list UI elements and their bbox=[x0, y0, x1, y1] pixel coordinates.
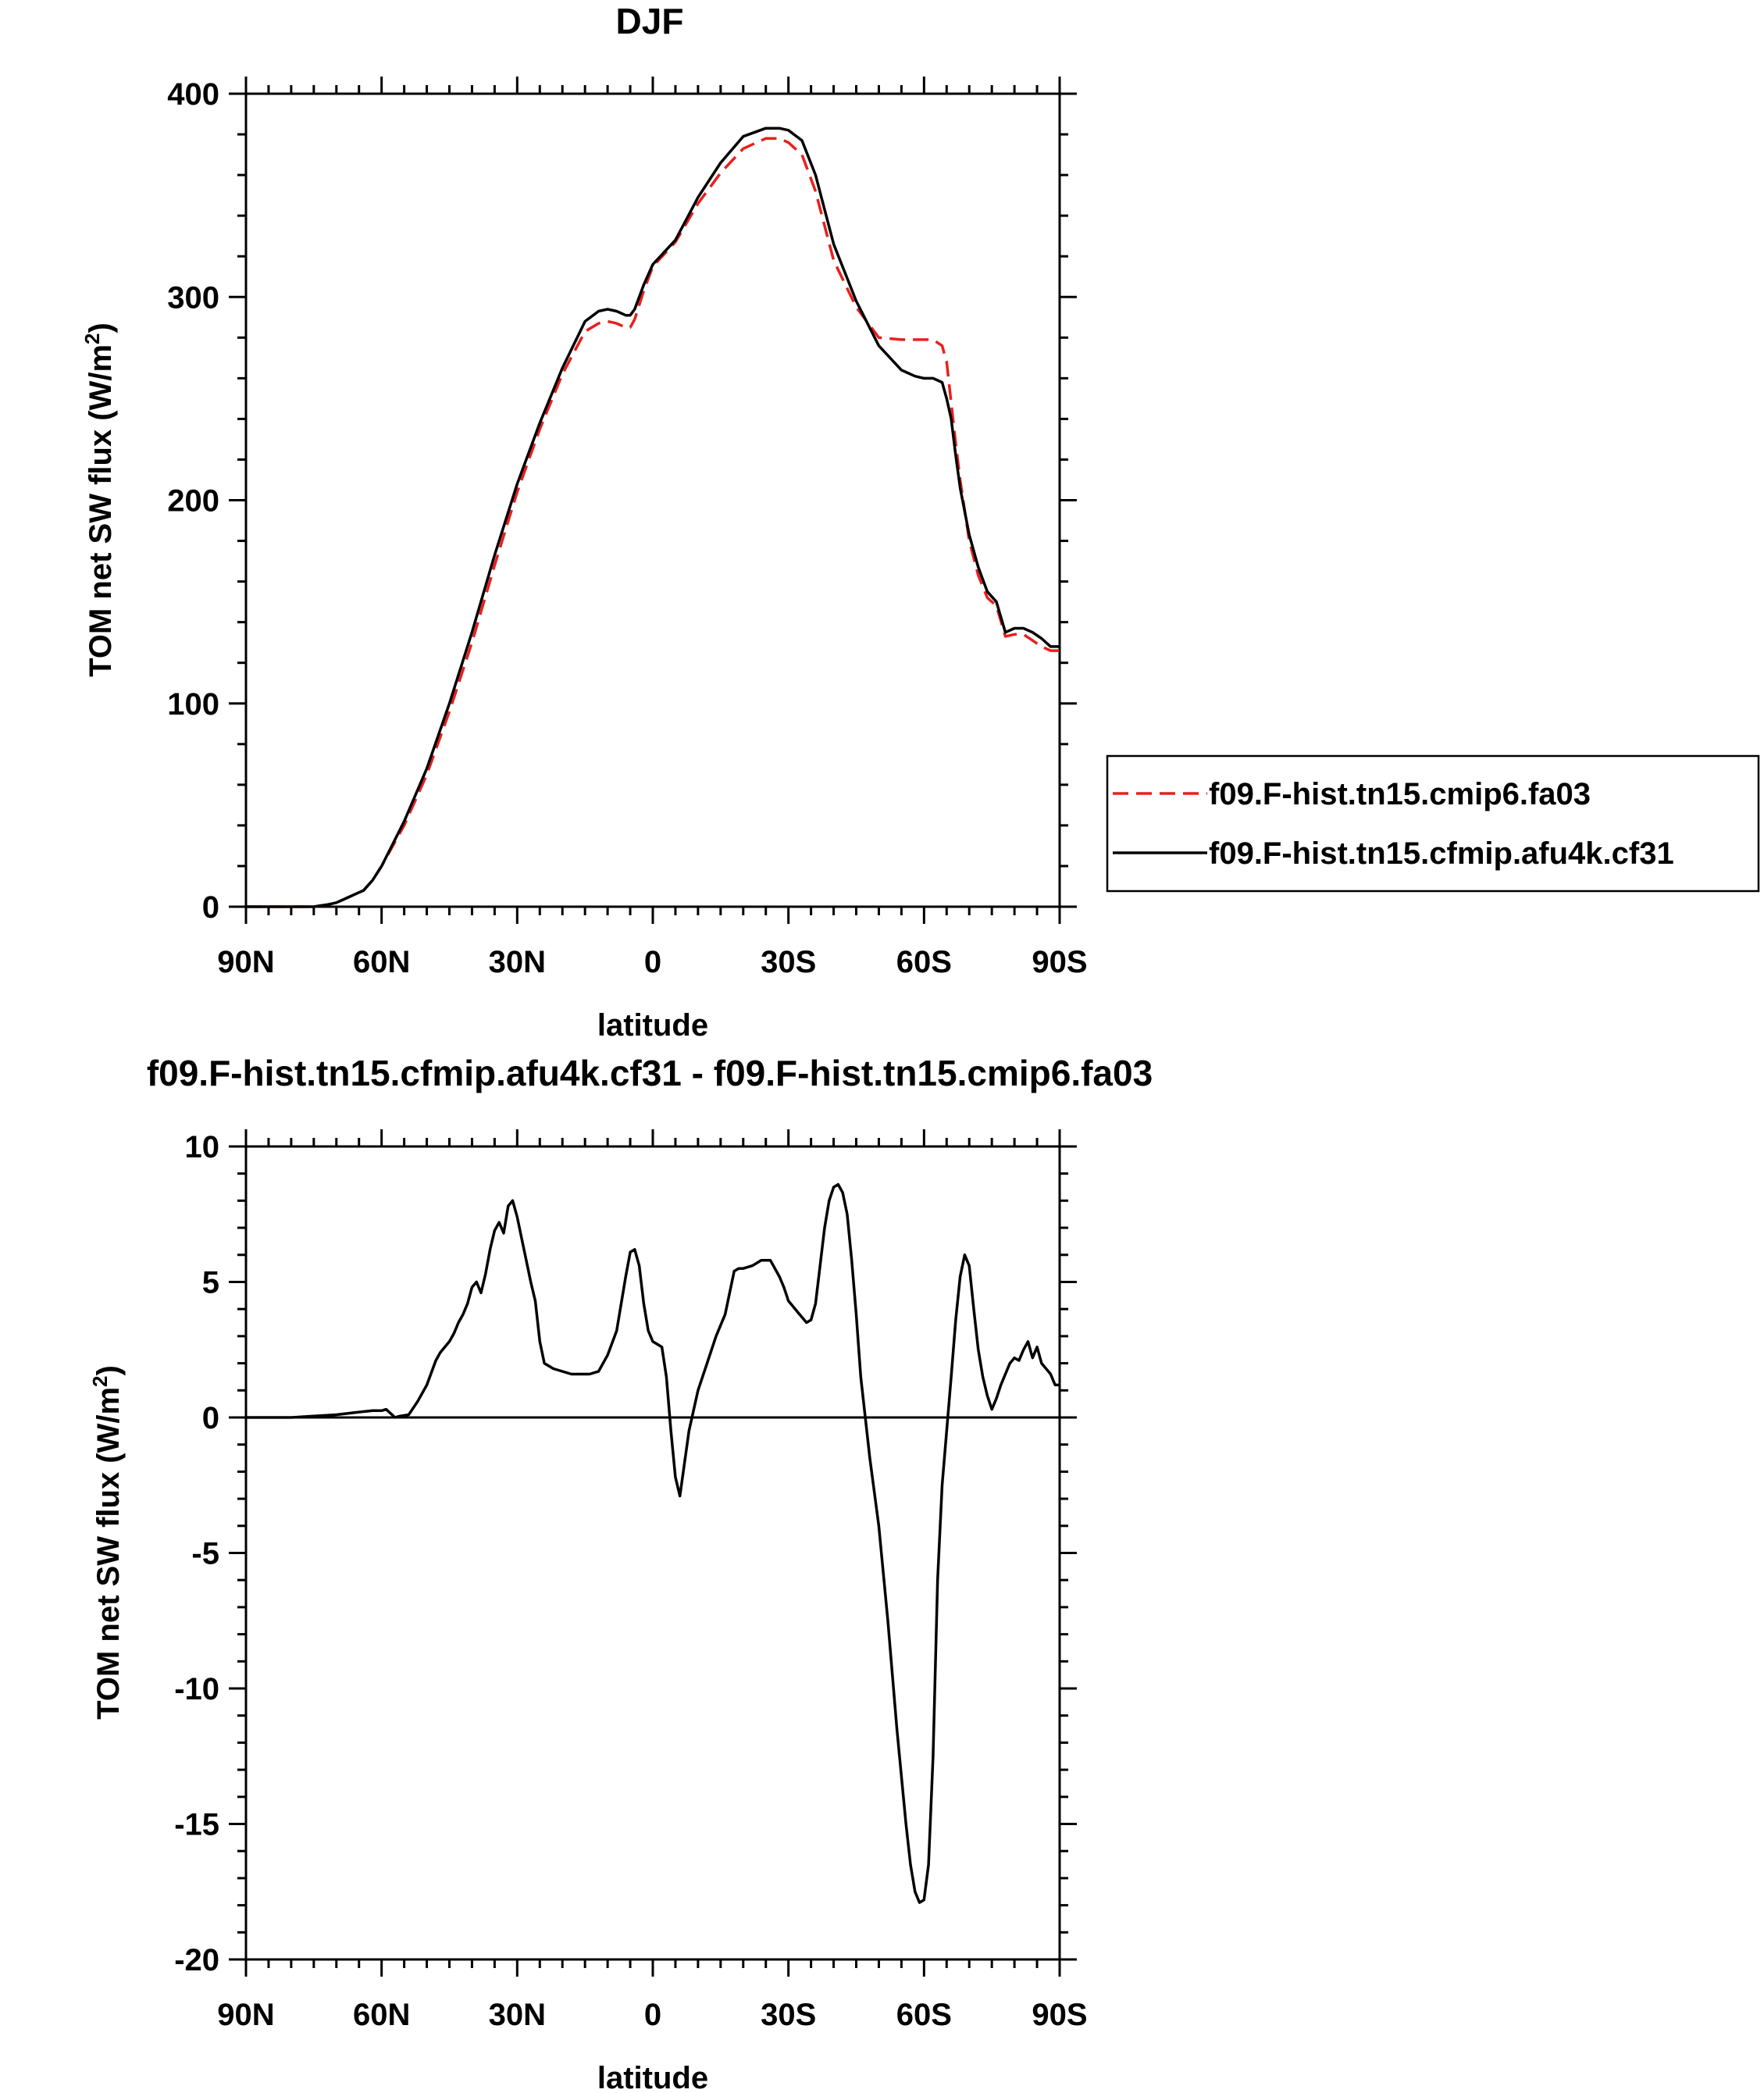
legend-label-cfmip: f09.F-hist.tn15.cfmip.afu4k.cf31 bbox=[1209, 836, 1674, 871]
bottom-x-tick-label: 30N bbox=[489, 1998, 546, 2032]
top-x-tick-label: 0 bbox=[644, 945, 661, 979]
bottom-y-tick-label: -20 bbox=[174, 1943, 219, 1977]
legend: f09.F-hist.tn15.cmip6.fa03 f09.F-hist.tn… bbox=[1106, 754, 1760, 893]
top-y-axis-label-sup: 2 bbox=[80, 333, 104, 344]
bottom-y-axis-label-sup: 2 bbox=[88, 1375, 112, 1386]
top-x-tick-label: 90S bbox=[1032, 945, 1087, 979]
top-plot-area: 90N 60N 30N 0 30S 60S 90S 0 100 200 300 400 bbox=[167, 77, 1088, 979]
top-x-axis-label: latitude bbox=[597, 1008, 708, 1043]
top-series-line-1 bbox=[246, 127, 1060, 908]
bottom-x-axis-label: latitude bbox=[597, 2061, 708, 2093]
top-y-tick-label: 100 bbox=[167, 687, 219, 722]
top-x-tick-label: 90N bbox=[217, 945, 274, 979]
bottom-x-tick-label: 30S bbox=[761, 1998, 816, 2032]
bottom-x-tick-label: 90S bbox=[1032, 1998, 1087, 2032]
top-frame bbox=[244, 92, 1061, 908]
bottom-x-tick-label: 90N bbox=[217, 1998, 274, 2032]
bottom-series-line-0 bbox=[246, 1182, 1060, 1904]
bottom-x-tick-label: 0 bbox=[644, 1998, 661, 2032]
bottom-y-tick-label: -10 bbox=[174, 1672, 219, 1706]
bottom-y-tick-label: 10 bbox=[185, 1130, 220, 1164]
bottom-y-axis-label-text: TOM net SW flux (W/m bbox=[91, 1387, 126, 1720]
top-x-tick-label: 30N bbox=[489, 945, 546, 979]
bottom-x-tick-label: 60N bbox=[353, 1998, 410, 2032]
top-y-tick-label: 0 bbox=[202, 890, 219, 925]
bottom-y-tick-label: 5 bbox=[202, 1266, 219, 1300]
bottom-y-axis-label-close: ) bbox=[91, 1365, 126, 1375]
top-x-tick-label: 60S bbox=[896, 945, 952, 979]
bottom-title: f09.F-hist.tn15.cfmip.afu4k.cf31 - f09.F… bbox=[147, 1053, 1153, 1093]
bottom-y-axis-label: TOM net SW flux (W/m2) bbox=[88, 1365, 126, 1720]
top-x-tick-label: 60N bbox=[353, 945, 410, 979]
bottom-x-tick-label: 60S bbox=[896, 1998, 952, 2032]
top-y-tick-label: 200 bbox=[167, 484, 219, 519]
top-y-axis-label-text: TOM net SW flux (W/m bbox=[84, 344, 118, 677]
top-title: DJF bbox=[616, 1, 684, 41]
top-y-axis-label-close: ) bbox=[84, 323, 118, 333]
top-x-tick-label: 30S bbox=[761, 945, 816, 979]
top-series-line-0 bbox=[246, 137, 1060, 908]
top-y-axis-label: TOM net SW flux (W/m2) bbox=[80, 323, 118, 677]
legend-label-cmip6: f09.F-hist.tn15.cmip6.fa03 bbox=[1209, 777, 1591, 811]
bottom-y-tick-label: 0 bbox=[202, 1401, 219, 1435]
top-y-tick-label: 400 bbox=[167, 77, 219, 112]
bottom-y-tick-label: -15 bbox=[174, 1808, 219, 1842]
bottom-y-tick-label: -5 bbox=[191, 1537, 219, 1571]
legend-box bbox=[1106, 754, 1760, 893]
bottom-plot-area: 90N 60N 30N 0 30S 60S 90S -20 -15 -10 -5 0 5 10 bbox=[174, 1129, 1088, 2032]
top-y-tick-label: 300 bbox=[167, 280, 219, 315]
